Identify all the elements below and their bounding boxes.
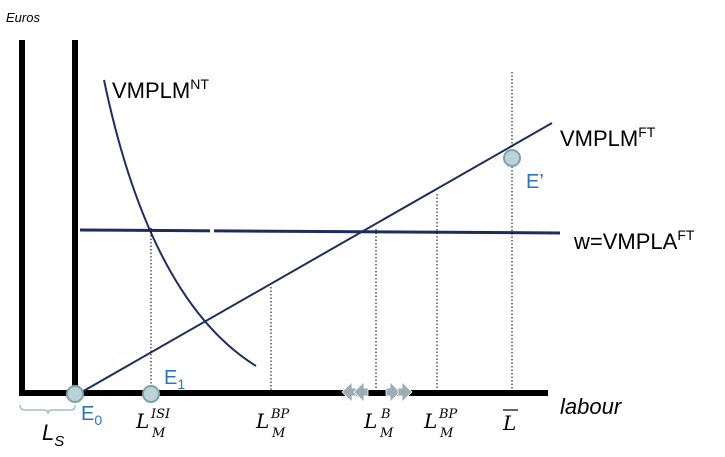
y-axis-label: Euros	[6, 10, 40, 25]
e1-label: E1	[164, 367, 185, 392]
e-prime-label: E’	[526, 171, 544, 193]
svg-text:L: L	[423, 409, 437, 433]
point-e0	[66, 385, 84, 403]
svg-text:BP: BP	[438, 407, 458, 422]
x-label-l-bp-left: L M BP	[255, 407, 290, 441]
e0-label: E0	[81, 403, 102, 428]
svg-text:BP: BP	[270, 407, 290, 422]
ls-brace	[19, 404, 76, 415]
svg-text:M: M	[439, 426, 454, 441]
right-arrows-icon	[385, 381, 413, 403]
vmplm-nt-label: VMPLMNT	[112, 76, 209, 103]
vmplm-ft-label: VMPLMFT	[560, 124, 656, 151]
x-axis-label: labour	[560, 394, 623, 419]
svg-text:M: M	[379, 426, 394, 441]
vmplm-ft-line	[79, 122, 553, 394]
svg-text:ISI: ISI	[150, 407, 171, 422]
x-label-l-bp-right: L M BP	[423, 407, 458, 441]
point-e1	[142, 385, 160, 403]
svg-text:L: L	[502, 411, 516, 435]
wage-line	[79, 228, 561, 235]
x-label-l-b: L M B	[363, 407, 394, 441]
svg-text:L: L	[363, 409, 377, 433]
ls-label: LS	[42, 420, 64, 450]
x-label-l-isi: L M ISI	[135, 407, 171, 441]
svg-text:L: L	[135, 409, 149, 433]
svg-text:B: B	[380, 407, 391, 422]
x-label-l-bar: L	[502, 409, 518, 435]
point-e-prime	[503, 149, 521, 167]
svg-text:M: M	[271, 426, 286, 441]
svg-text:M: M	[151, 426, 166, 441]
svg-text:L: L	[255, 409, 269, 433]
wage-label: w=VMPLAFT	[573, 227, 695, 254]
vmplm-nt-curve	[103, 79, 257, 367]
left-arrows-icon	[341, 381, 369, 403]
